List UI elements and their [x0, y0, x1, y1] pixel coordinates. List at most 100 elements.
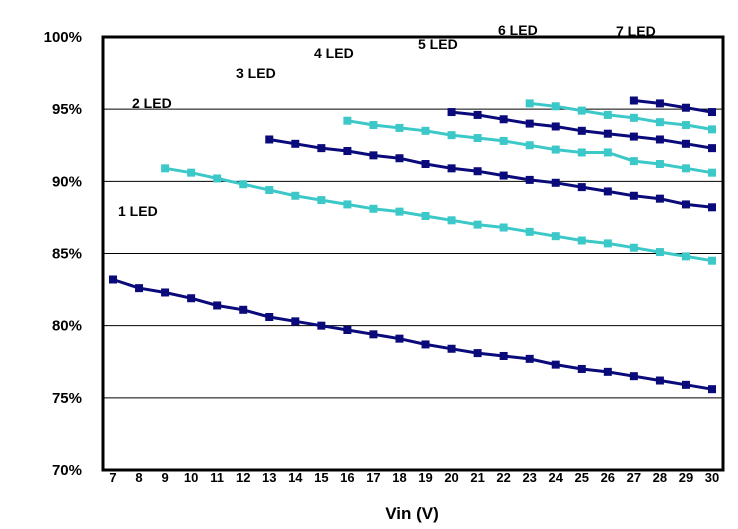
series-line: [112, 278, 713, 391]
data-point: [395, 334, 404, 343]
data-point: [577, 148, 586, 157]
x-tick-label: 14: [288, 470, 303, 485]
series-line: [529, 101, 713, 131]
data-point: [629, 113, 638, 122]
data-point: [447, 131, 456, 140]
series-5: [447, 108, 716, 153]
series-line: [269, 138, 713, 209]
data-point: [525, 141, 534, 150]
data-point: [577, 126, 586, 135]
x-tick-label: 9: [161, 470, 168, 485]
data-point: [499, 351, 508, 360]
gridlines: [103, 108, 723, 399]
data-point: [447, 344, 456, 353]
data-point: [395, 207, 404, 216]
series-label: 1 LED: [118, 203, 158, 219]
series-6: [525, 99, 716, 134]
data-point: [577, 183, 586, 192]
x-tick-label: 27: [627, 470, 641, 485]
series-4: [343, 116, 716, 177]
data-point: [681, 139, 690, 148]
data-point: [551, 232, 560, 241]
data-point: [343, 116, 352, 125]
data-point: [291, 139, 300, 148]
x-tick-label: 7: [109, 470, 116, 485]
data-point: [681, 252, 690, 261]
series-7: [629, 96, 716, 117]
data-point: [343, 200, 352, 209]
y-tick-label: 100%: [44, 29, 82, 46]
data-point: [629, 132, 638, 141]
data-point: [213, 301, 222, 310]
series-1: [109, 275, 716, 394]
series-3: [265, 135, 716, 212]
data-point: [655, 160, 664, 169]
data-point: [681, 380, 690, 389]
series-labels: 1 LED 2 LED 3 LED 4 LED 5 LED 6 LED 7 LED: [118, 22, 656, 219]
data-point: [161, 164, 170, 173]
data-point: [577, 236, 586, 245]
data-point: [629, 157, 638, 166]
series-line: [633, 99, 713, 114]
data-point: [187, 294, 196, 303]
data-point: [369, 204, 378, 213]
x-axis-title: Vin (V): [385, 504, 439, 523]
data-point: [655, 248, 664, 257]
data-point: [343, 325, 352, 334]
data-point: [239, 180, 248, 189]
x-tick-label: 12: [236, 470, 250, 485]
data-point: [187, 168, 196, 177]
data-point: [473, 110, 482, 119]
data-point: [343, 147, 352, 156]
data-point: [525, 354, 534, 363]
data-point: [447, 216, 456, 225]
data-point: [499, 136, 508, 145]
data-point: [369, 151, 378, 160]
data-point: [708, 168, 716, 177]
data-point: [577, 364, 586, 373]
data-point: [708, 385, 716, 394]
data-point: [369, 121, 378, 130]
y-axis-tick-labels: 70% 75% 80% 85% 90% 95% 100%: [44, 29, 82, 479]
data-point: [265, 185, 274, 194]
data-point: [239, 305, 248, 314]
data-point: [525, 175, 534, 184]
data-point: [629, 243, 638, 252]
x-tick-label: 21: [470, 470, 484, 485]
data-point: [525, 119, 534, 128]
data-point: [551, 122, 560, 131]
x-tick-label: 19: [418, 470, 432, 485]
data-point: [629, 96, 638, 105]
x-tick-label: 24: [549, 470, 564, 485]
data-point: [708, 203, 716, 212]
x-tick-label: 17: [366, 470, 380, 485]
data-point: [291, 317, 300, 326]
data-point: [603, 148, 612, 157]
x-tick-label: 18: [392, 470, 406, 485]
x-tick-label: 26: [601, 470, 615, 485]
data-point: [655, 135, 664, 144]
y-tick-label: 80%: [52, 318, 82, 335]
x-tick-label: 15: [314, 470, 328, 485]
x-axis-tick-labels: 7 8 9 10 11 12 13 14 15 16 17 18 19 20 21 22 23 24 25 26 27 2…: [109, 470, 719, 485]
data-point: [473, 167, 482, 176]
series-label: 6 LED: [498, 22, 538, 38]
data-point: [525, 227, 534, 236]
data-point: [135, 284, 144, 293]
data-point: [655, 99, 664, 108]
x-tick-label: 30: [705, 470, 719, 485]
data-point: [708, 125, 716, 134]
y-tick-label: 75%: [52, 390, 82, 407]
data-point: [369, 330, 378, 339]
data-point: [603, 187, 612, 196]
series-label: 3 LED: [236, 65, 276, 81]
plot-frame: [101, 35, 725, 472]
data-point: [499, 171, 508, 180]
x-tick-label: 25: [575, 470, 589, 485]
data-point: [213, 174, 222, 183]
y-tick-label: 85%: [52, 246, 82, 263]
series-line: [164, 166, 713, 263]
data-point: [499, 115, 508, 124]
y-tick-label: 90%: [52, 173, 82, 190]
